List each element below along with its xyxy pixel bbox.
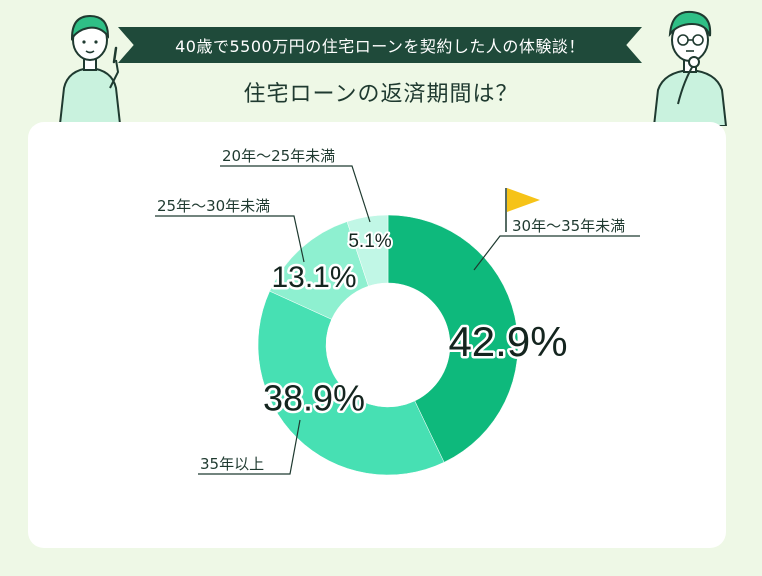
category-label-0: 30年〜35年未満 <box>512 217 625 235</box>
pie-slice-0 <box>387 214 519 463</box>
banner-text: 40歳で5500万円の住宅ローンを契約した人の体験談！ <box>175 37 585 56</box>
pie-slice-1 <box>257 290 445 476</box>
page-subtitle: 住宅ローンの返済期間は？ <box>243 82 519 107</box>
pie-slice-3 <box>346 214 389 287</box>
value-label-0: 42.9% <box>448 318 567 365</box>
flag-icon <box>505 188 540 232</box>
value-label-1: 38.9% <box>263 378 365 419</box>
category-label-2: 25年〜30年未満 <box>157 197 270 215</box>
woman-illustration <box>58 14 122 124</box>
leader-line-1 <box>198 419 301 475</box>
category-label-3: 20年〜25年未満 <box>222 147 335 165</box>
leader-line-3 <box>220 165 371 223</box>
category-label-1: 35年以上 <box>200 455 264 473</box>
chart-card <box>28 122 726 548</box>
leader-line-0 <box>473 235 640 271</box>
man-illustration <box>652 10 728 126</box>
leader-line-2 <box>155 215 305 263</box>
value-label-3: 5.1% <box>348 231 391 252</box>
value-label-2: 13.1% <box>271 261 356 294</box>
header-banner: 40歳で5500万円の住宅ローンを契約した人の体験談！ <box>118 27 642 63</box>
